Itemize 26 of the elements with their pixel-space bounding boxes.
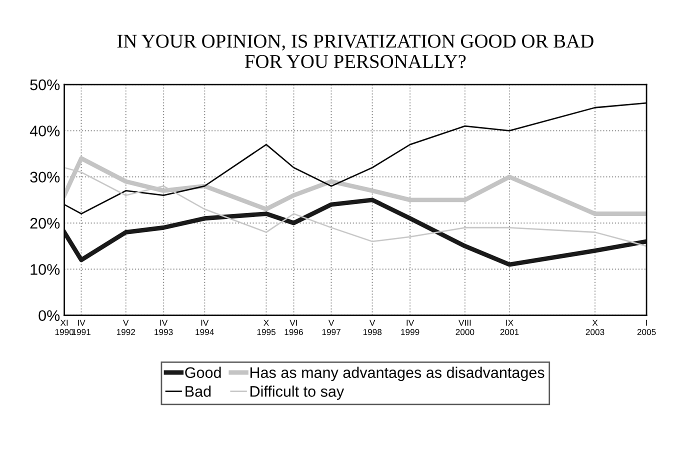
x-tick-label: IV 1991: [72, 320, 90, 336]
x-tick-label: IV 1993: [154, 320, 173, 336]
x-tick-label: V 1992: [116, 320, 136, 336]
x-tick-label: IX 2001: [500, 320, 519, 336]
y-tick-label: 20%: [30, 218, 60, 229]
legend-label: Has as many advantages as disadvantages: [250, 366, 544, 382]
x-tick-label: I 2005: [637, 320, 656, 336]
x-tick-label: VIII 2000: [456, 320, 474, 336]
x-tick-label: XI 1990: [55, 320, 74, 336]
legend-label: Bad: [186, 386, 211, 397]
y-tick-label: 0%: [38, 310, 60, 322]
x-tick-label: V 1998: [363, 320, 382, 336]
y-tick-label: 10%: [30, 264, 60, 275]
legend-label: Difficult to say: [250, 386, 344, 400]
x-tick-label: V 1997: [322, 320, 340, 336]
x-tick-label: VI 1996: [284, 320, 303, 336]
x-tick-label: IV 1994: [196, 320, 214, 336]
y-tick-label: 50%: [30, 79, 60, 90]
chart-title: IN YOUR OPINION, IS PRIVATIZATION GOOD OR BAD FOR YOU PERSONALLY?: [117, 34, 594, 68]
x-tick-label: X 1995: [257, 320, 276, 336]
legend-label: Good: [185, 366, 221, 378]
y-tick-label: 30%: [30, 172, 60, 183]
y-tick-label: 40%: [30, 126, 60, 136]
x-tick-label: X 2003: [586, 320, 604, 336]
line-series: [64, 198, 647, 267]
x-tick-label: IV 1999: [401, 320, 420, 336]
